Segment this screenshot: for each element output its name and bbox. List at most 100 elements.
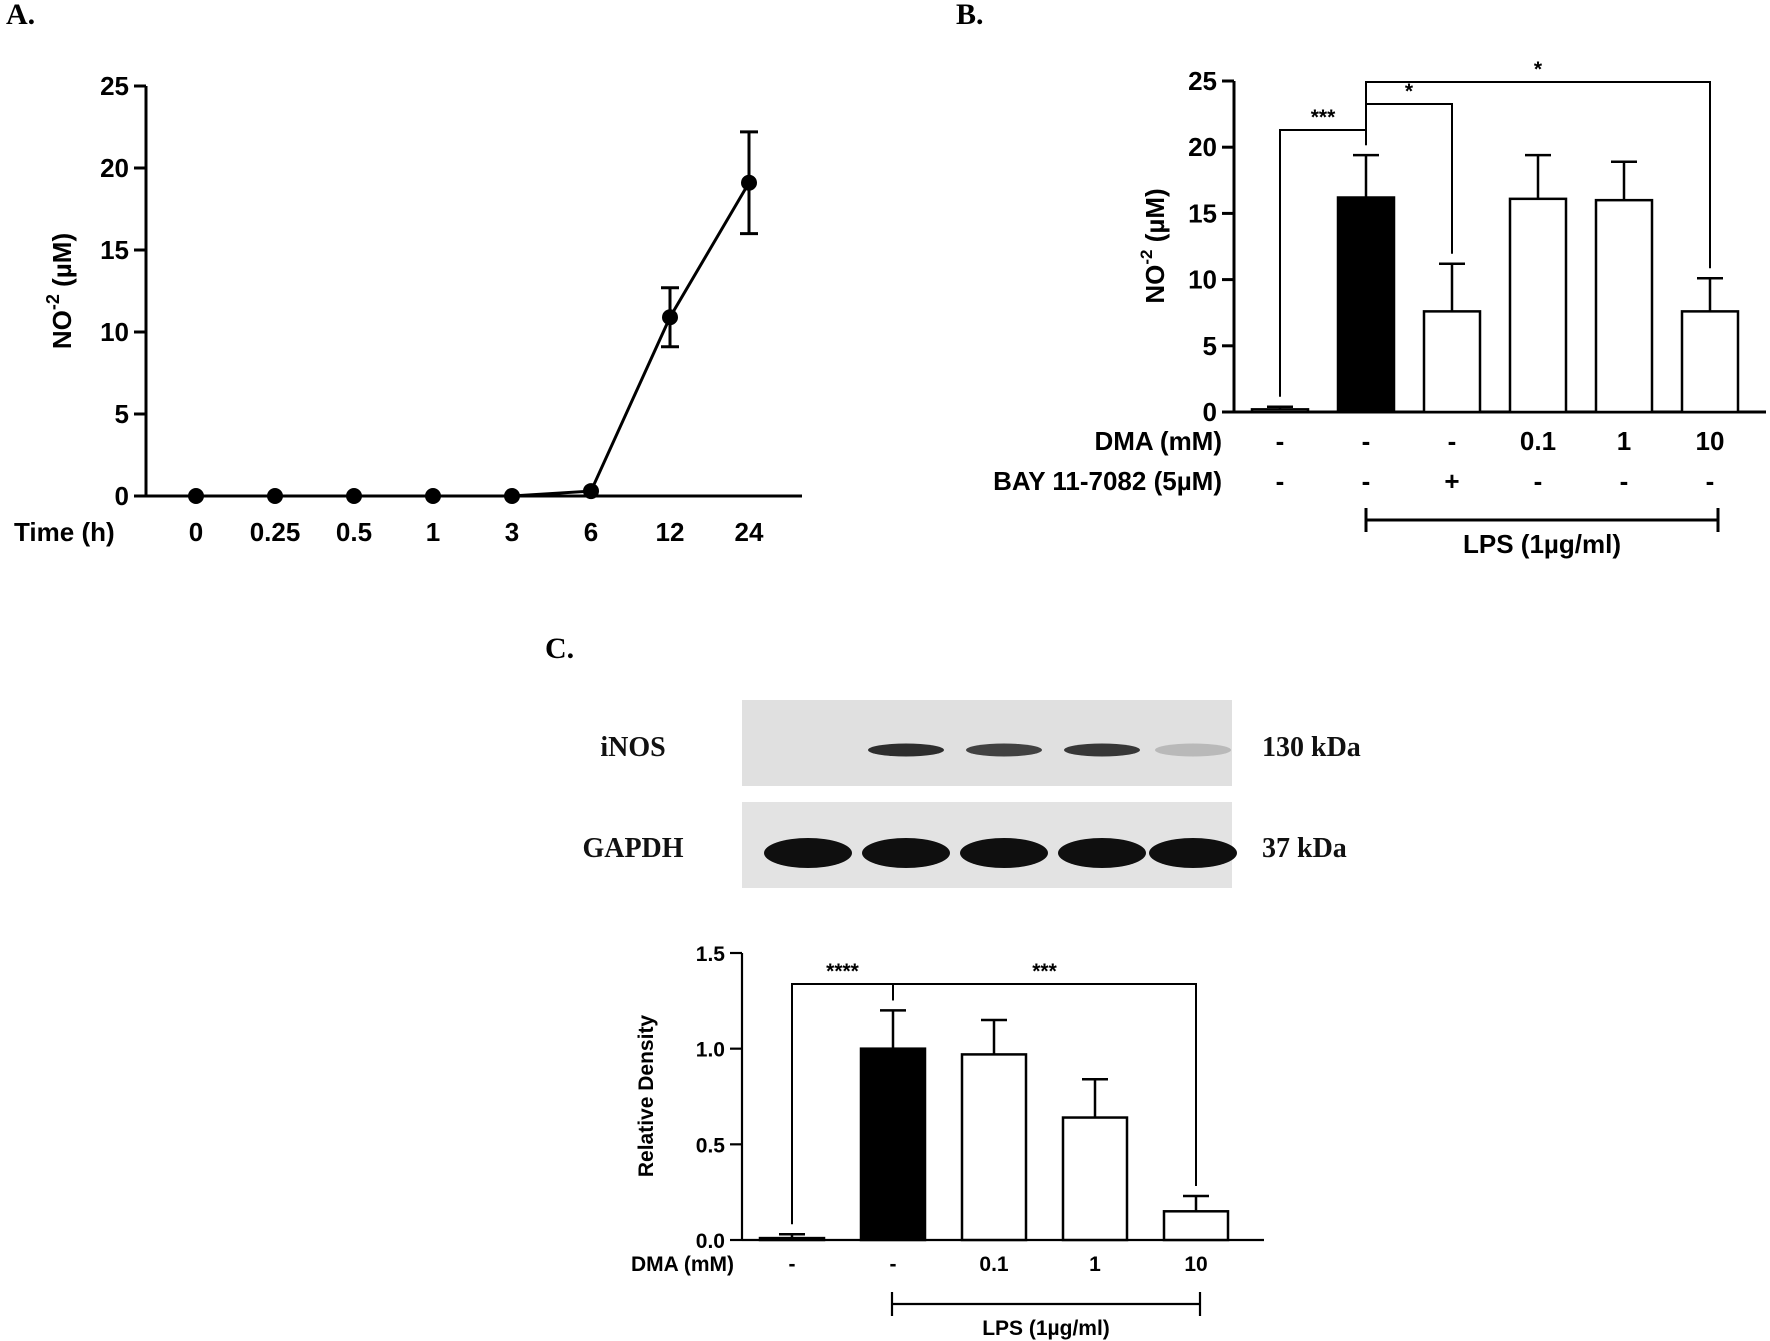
panel-b-bar (1508, 197, 1568, 414)
panel-b-significance-bracket (1365, 81, 1711, 269)
panel-c-dma-row-label: DMA (mM) (631, 1253, 734, 1276)
panel-c-y-tick-label: 1.0 (696, 1039, 725, 1062)
panel-a-x-tick-label: 0 (189, 517, 203, 547)
panel-b-significance-label: *** (1311, 106, 1336, 129)
panel-c-lps-bracket (890, 1292, 1202, 1316)
panel-b-treatment-rows: - - - 0.1 1 10 - - + - - - (1276, 426, 1725, 496)
panel-c-bar (859, 1047, 927, 1242)
panel-a-data-point (346, 488, 362, 504)
panel-b-y-tick-label: 25 (1188, 66, 1217, 96)
panel-c-significance-label: **** (826, 960, 860, 983)
panel-c-lps-label: LPS (1µg/ml) (982, 1317, 1110, 1340)
blot-band (868, 743, 944, 757)
panel-a-series (188, 130, 758, 504)
panel-c-dma-value: - (890, 1253, 897, 1276)
panel-a-y-tick-label: 25 (100, 71, 129, 101)
panel-b-bay-value: - (1276, 466, 1285, 496)
panel-a-y-tick-label: 5 (115, 399, 129, 429)
panel-b-bay-value: + (1444, 466, 1459, 496)
panel-a-y-tick-label: 15 (100, 235, 129, 265)
panel-a-x-tick-label: 6 (584, 517, 598, 547)
blot-band (1058, 838, 1146, 868)
panel-a-x-tick-label: 12 (656, 517, 685, 547)
panel-c-y-axis-label: Relative Density (635, 1015, 658, 1178)
panel-a-x-axis-label: Time (h) (14, 517, 115, 547)
panel-b-y-tick-label: 5 (1203, 331, 1217, 361)
panel-b-bay-value: - (1534, 466, 1543, 496)
panel-b-y-axis-label: NO-2 (µM) (1137, 188, 1170, 303)
panel-c-dma-value: 10 (1184, 1253, 1207, 1276)
panel-a-y-axis-label: NO-2 (µM) (43, 233, 77, 349)
panel-a-x-tick-label: 0.5 (336, 517, 372, 547)
panel-a-x-ticks: 0 0.25 0.5 1 3 6 12 24 (189, 517, 764, 547)
panel-a-data-point (504, 488, 520, 504)
panel-b-y-ticks: 0 5 10 15 20 25 (1188, 66, 1234, 427)
panel-b-y-tick-label: 15 (1188, 198, 1217, 228)
panel-b-lps-label: LPS (1µg/ml) (1463, 529, 1621, 559)
panel-c-bar (960, 1053, 1028, 1242)
panel-b-dma-row-label: DMA (mM) (1094, 426, 1222, 456)
panel-b-y-tick-label: 10 (1188, 265, 1217, 295)
panel-b-significance-label: * (1405, 80, 1414, 103)
panel-a-y-tick-label: 20 (100, 153, 129, 183)
panel-c-y-tick-label: 0.5 (696, 1134, 726, 1157)
panel-b-label: B. (956, 0, 984, 31)
panel-a-data-point (425, 488, 441, 504)
panel-a-x-tick-label: 24 (735, 517, 764, 547)
panel-a-axes (144, 86, 802, 498)
panel-a-label: A. (6, 0, 35, 31)
panel-b-significance: ***** (1279, 58, 1711, 397)
blot-band (862, 838, 950, 868)
panel-a-data-point (583, 483, 599, 500)
panel-c-significance: **** *** (791, 960, 1197, 1225)
panel-b-y-tick-label: 0 (1203, 397, 1217, 427)
blot-band (764, 838, 852, 868)
panel-c-bars (758, 1009, 1230, 1242)
panel-a-data-point (741, 174, 757, 191)
blot-band (1064, 743, 1140, 757)
panel-b-bay-row-label: BAY 11-7082 (5µM) (993, 466, 1222, 496)
blot-protein-label-inos: iNOS (600, 732, 665, 763)
panel-c-treatment-row: - - 0.1 1 10 (789, 1253, 1208, 1276)
panel-b-bay-value: - (1362, 466, 1371, 496)
panel-c-bar (1162, 1210, 1230, 1242)
panel-b-bar (1680, 310, 1740, 414)
panel-a-series-line (196, 182, 751, 498)
panel-a-y-ticks: 0 5 10 15 20 25 (100, 71, 146, 511)
panel-a-data-point (267, 488, 283, 504)
panel-b-bars (1250, 153, 1740, 414)
panel-a-y-tick-label: 10 (100, 317, 129, 347)
panel-c-label: C. (545, 632, 574, 665)
panel-c-y-tick-label: 0.0 (696, 1230, 725, 1253)
panel-a-x-tick-label: 0.25 (250, 517, 301, 547)
panel-b-dma-value: - (1448, 426, 1457, 456)
panel-b-dma-value: 1 (1617, 426, 1631, 456)
panel-b-axes (1232, 81, 1766, 414)
panel-b-dma-value: - (1362, 426, 1371, 456)
panel-b-dma-value: 0.1 (1520, 426, 1556, 456)
blot-strip-inos (742, 700, 1232, 786)
panel-b-dma-value: 10 (1696, 426, 1725, 456)
panel-c-significance-label: *** (1032, 960, 1057, 983)
panel-c-bar-chart: 0.00.51.01.5 Relative Density **** *** DM… (631, 943, 1264, 1340)
panel-a-data-point (188, 488, 204, 504)
panel-c-dma-value: - (789, 1253, 796, 1276)
panel-b-lps-bracket (1364, 508, 1720, 532)
panel-c-significance-bracket (892, 983, 1197, 1186)
panel-b-bar (1594, 198, 1654, 414)
blot-bands (764, 743, 1237, 868)
panel-c-y-tick-label: 1.5 (696, 943, 726, 966)
panel-a-data-point (662, 309, 678, 326)
panel-a-x-tick-label: 1 (426, 517, 440, 547)
panel-a-x-tick-label: 3 (505, 517, 519, 547)
panel-b-y-tick-label: 20 (1188, 132, 1217, 162)
blot-size-label-gapdh: 37 kDa (1262, 833, 1347, 864)
panel-b-bar (1250, 408, 1310, 414)
panel-a-y-tick-label: 0 (115, 481, 129, 511)
panel-b-bay-value: - (1706, 466, 1715, 496)
panel-c-dma-value: 0.1 (979, 1253, 1009, 1276)
blot-band (1149, 838, 1237, 868)
blot-protein-label-gapdh: GAPDH (582, 833, 683, 864)
panel-b-dma-value: - (1276, 426, 1285, 456)
